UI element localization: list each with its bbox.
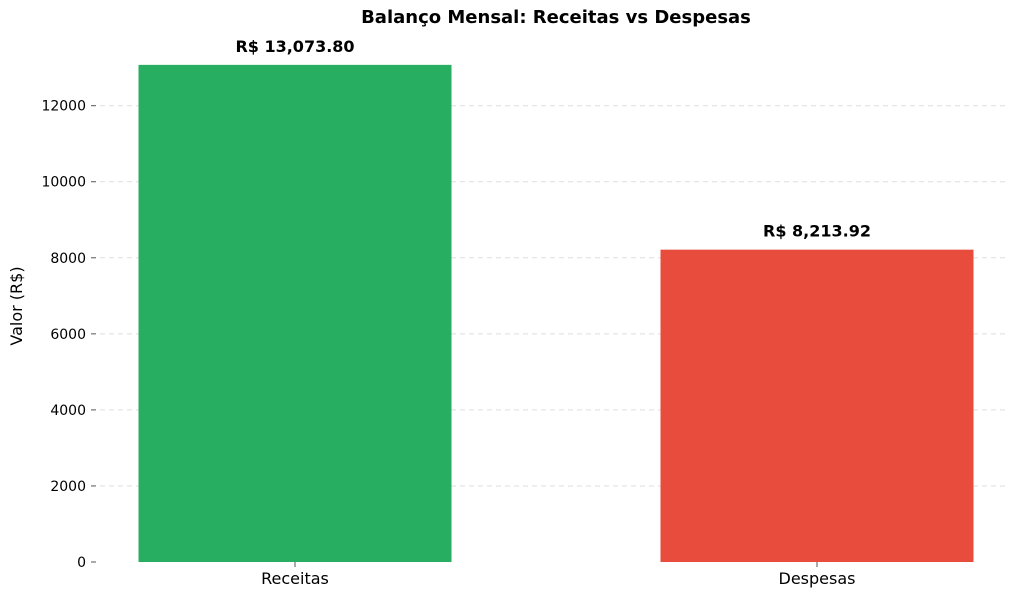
- y-tick-label-8000: 8000: [50, 251, 86, 267]
- data-label-receitas: R$ 13,073.80: [235, 37, 354, 56]
- x-axis-ticks: Receitas Despesas: [261, 562, 855, 588]
- y-tick-label-12000: 12000: [41, 99, 86, 115]
- data-labels: R$ 13,073.80 R$ 8,213.92: [235, 37, 871, 241]
- x-tick-label-despesas: Despesas: [779, 569, 856, 588]
- chart-title: Balanço Mensal: Receitas vs Despesas: [361, 7, 751, 28]
- y-tick-label-0: 0: [77, 555, 86, 571]
- y-axis-label: Valor (R$): [7, 266, 26, 345]
- bars: [138, 64, 974, 563]
- y-tick-label-6000: 6000: [50, 327, 86, 343]
- y-tick-label-2000: 2000: [50, 479, 86, 495]
- x-tick-label-receitas: Receitas: [261, 569, 329, 588]
- data-label-despesas: R$ 8,213.92: [763, 222, 871, 241]
- y-axis-ticks: 0 2000 4000 6000 8000 10000 12000: [41, 99, 96, 571]
- bar-receitas: [138, 64, 452, 562]
- y-tick-label-10000: 10000: [41, 175, 86, 191]
- y-tick-label-4000: 4000: [50, 403, 86, 419]
- bar-despesas: [660, 249, 974, 563]
